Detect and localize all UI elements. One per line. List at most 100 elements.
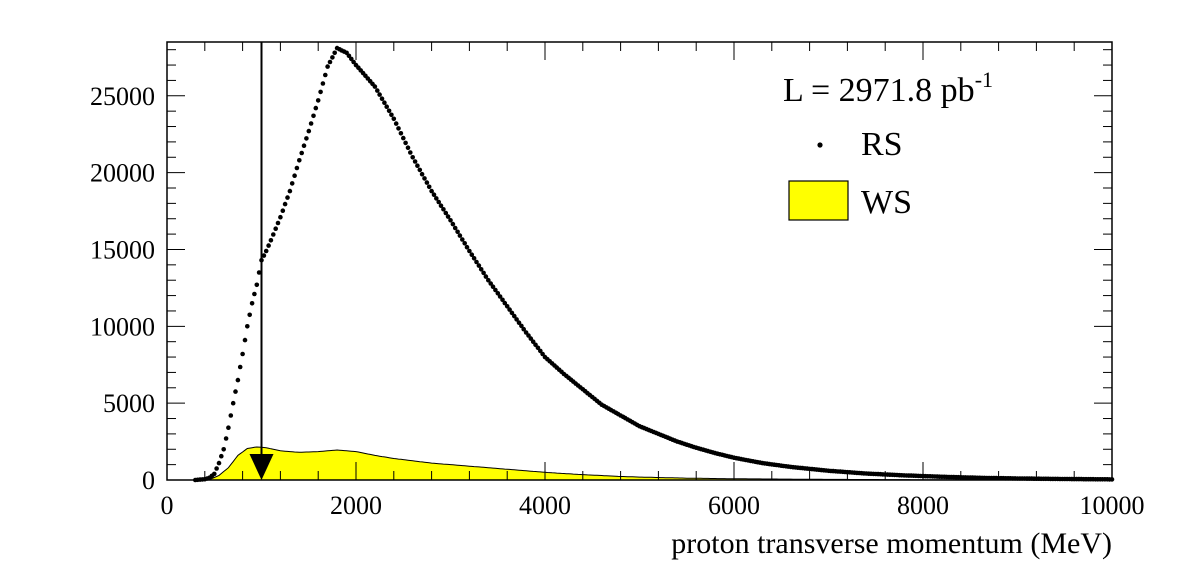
rs-data-point [375, 88, 380, 93]
rs-data-point [271, 232, 276, 237]
x-tick-label: 10000 [1080, 491, 1145, 520]
rs-data-point [278, 214, 283, 220]
legend-rs-label: RS [861, 126, 903, 163]
rs-data-point [434, 196, 439, 201]
rs-data-point [282, 201, 288, 207]
rs-data-point [408, 150, 413, 155]
rs-data-point [519, 323, 524, 329]
rs-data-point [469, 252, 475, 257]
rs-data-point [249, 301, 255, 306]
rs-data-point [273, 226, 279, 231]
rs-data-point [535, 345, 541, 351]
rs-data-point [497, 294, 503, 299]
rs-data-point [507, 307, 512, 312]
rs-data-point [289, 181, 295, 186]
rs-data-point [393, 121, 399, 126]
rs-data-point [528, 336, 534, 341]
legend-rs-marker [817, 142, 823, 148]
rs-data-point [478, 267, 484, 272]
y-tick-label: 0 [142, 466, 155, 495]
y-tick-label: 10000 [90, 312, 155, 341]
legend-ws-label: WS [861, 184, 912, 221]
rs-data-point [311, 113, 316, 119]
rs-data-point [500, 297, 505, 303]
rs-data-point [493, 287, 498, 293]
rs-data-point [516, 320, 522, 326]
rs-data-point [327, 59, 333, 65]
x-tick-label: 6000 [708, 491, 760, 520]
rs-data-point [254, 282, 260, 288]
rs-data-point [230, 400, 236, 406]
rs-data-point [462, 241, 468, 246]
rs-data-point [457, 233, 463, 238]
rs-data-point [301, 143, 307, 148]
rs-data-point [445, 214, 451, 219]
rs-data-point [460, 237, 465, 242]
rs-data-point [504, 304, 510, 309]
rs-data-point [223, 436, 229, 441]
rs-data-point [398, 131, 404, 136]
rs-data-point [495, 291, 501, 296]
rs-data-point [318, 89, 323, 95]
rs-data-point [483, 274, 489, 279]
rs-data-point [490, 284, 496, 290]
rs-data-point [405, 145, 411, 150]
rs-data-point [379, 96, 385, 101]
rs-data-point [346, 53, 352, 59]
rs-data-point [268, 238, 274, 243]
rs-data-point [403, 140, 408, 146]
rs-data-point [401, 135, 406, 141]
rs-data-point [386, 108, 392, 114]
rs-data-point [512, 313, 517, 319]
legend: L = 2971.8 pb-1 RS WS [783, 67, 993, 221]
y-tick-label: 20000 [90, 159, 155, 188]
rs-data-point [509, 310, 515, 316]
rs-data-point [443, 210, 449, 216]
rs-data-point [417, 167, 423, 173]
rs-data-point [256, 270, 262, 275]
rs-data-point [441, 207, 446, 212]
rs-data-point [415, 163, 420, 168]
rs-data-point [235, 377, 241, 383]
rs-data-point [426, 184, 432, 190]
rs-data-point [323, 72, 328, 78]
rs-data-point [299, 150, 305, 156]
rs-data-point [297, 158, 302, 163]
rs-data-point [313, 105, 319, 111]
rs-data-point [332, 50, 338, 56]
rs-data-point [521, 326, 526, 332]
rs-data-point [320, 81, 326, 86]
rs-data-point [384, 104, 390, 109]
rs-data-point [252, 291, 257, 297]
x-tick-label: 4000 [519, 491, 571, 520]
rs-data-point [240, 351, 245, 357]
rs-data-point [266, 243, 271, 248]
rs-data-point [448, 218, 453, 223]
rs-data-point [306, 128, 312, 134]
rs-data-point [410, 155, 416, 160]
rs-data-point [486, 277, 491, 283]
rs-data-point [467, 248, 472, 254]
x-tick-label: 2000 [330, 491, 382, 520]
rs-data-point [455, 229, 460, 235]
y-tick-label: 25000 [90, 82, 155, 111]
rs-data-point [233, 389, 238, 394]
rs-data-point [237, 364, 243, 370]
rs-data-point [481, 270, 486, 276]
plot-frame [166, 41, 1113, 481]
rs-data-point [429, 188, 434, 194]
rs-data-point [216, 460, 222, 466]
rs-data-point [214, 466, 219, 471]
rs-data-point [221, 447, 226, 452]
rs-data-point [219, 453, 224, 459]
rs-data-point [422, 176, 427, 181]
rs-data-point [431, 192, 437, 197]
rs-data-point [275, 220, 281, 226]
rs-data-point [247, 312, 252, 318]
x-axis-title: proton transverse momentum (MeV) [671, 527, 1112, 560]
y-tick-label: 5000 [103, 389, 155, 418]
rs-data-point [391, 116, 397, 122]
axes: 0 2000 4000 6000 8000 10000 0 5000 10000 15000 200… [90, 41, 1145, 520]
rs-data-point [464, 244, 470, 250]
rs-data-point [372, 84, 378, 89]
